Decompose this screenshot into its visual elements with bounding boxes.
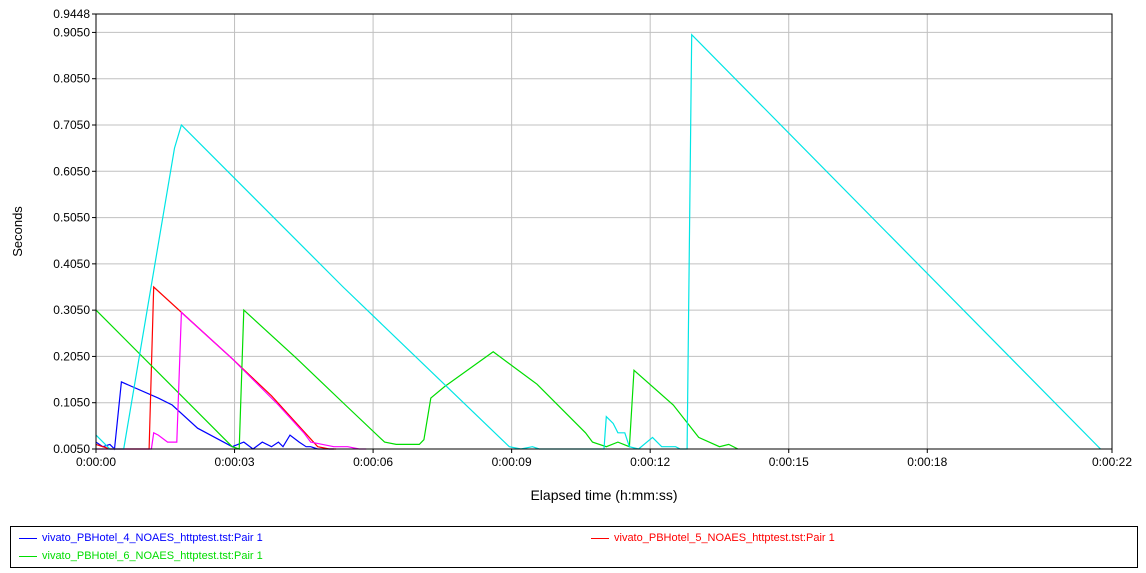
y-tick-label: 0.1050 — [53, 396, 90, 410]
series-line-5 — [95, 33, 1101, 450]
y-tick-label: 0.9448 — [53, 7, 90, 21]
x-tick-label: 0:00:15 — [769, 455, 809, 469]
plot-area — [95, 13, 1113, 450]
legend-label: vivato_PBHotel_4_NOAES_httptest.tst:Pair… — [42, 532, 263, 544]
x-tick-label: 0:00:06 — [353, 455, 393, 469]
line-chart: 0:00:00 0:00:03 0:00:06 0:00:09 0:00:12 0:00:… — [10, 7, 1132, 503]
x-tick-label: 0:00:09 — [492, 455, 532, 469]
legend-swatch — [19, 555, 37, 557]
y-axis-ticks: 0.0050 0.1050 0.2050 0.3050 0.4050 0.5050 0.60… — [53, 7, 96, 456]
x-axis-ticks: 0:00:00 0:00:03 0:00:06 0:00:09 0:00:12 0:00:… — [76, 449, 1132, 469]
y-tick-label: 0.0050 — [53, 442, 90, 456]
legend-label: vivato_PBHotel_5_NOAES_httptest.tst:Pair… — [614, 532, 835, 544]
x-axis-label: Elapsed time (h:mm:ss) — [530, 487, 677, 503]
y-axis-label: Seconds — [10, 206, 25, 257]
series-lines — [95, 33, 1101, 451]
y-tick-label: 0.2050 — [53, 349, 90, 363]
x-tick-label: 0:00:22 — [1092, 455, 1132, 469]
legend-item-series-1: vivato_PBHotel_4_NOAES_httptest.tst:Pair… — [19, 530, 263, 546]
series-line-1 — [95, 381, 334, 451]
x-tick-label: 0:00:18 — [907, 455, 947, 469]
legend-swatch — [591, 537, 609, 539]
y-tick-label: 0.8050 — [53, 72, 90, 86]
series-line-3 — [95, 308, 739, 450]
y-tick-label: 0.3050 — [53, 303, 90, 317]
gridlines — [96, 14, 1112, 449]
legend: vivato_PBHotel_4_NOAES_httptest.tst:Pair… — [10, 526, 1138, 568]
y-tick-label: 0.5050 — [53, 211, 90, 225]
y-tick-label: 0.4050 — [53, 257, 90, 271]
legend-item-series-2: vivato_PBHotel_5_NOAES_httptest.tst:Pair… — [591, 530, 835, 546]
legend-label: vivato_PBHotel_6_NOAES_httptest.tst:Pair… — [42, 550, 263, 562]
x-tick-label: 0:00:12 — [630, 455, 670, 469]
legend-item-series-3: vivato_PBHotel_6_NOAES_httptest.tst:Pair… — [19, 548, 263, 564]
legend-swatch — [19, 537, 37, 539]
y-tick-label: 0.6050 — [53, 164, 90, 178]
y-tick-label: 0.7050 — [53, 118, 90, 132]
x-tick-label: 0:00:03 — [215, 455, 255, 469]
series-line-2 — [95, 285, 337, 450]
series-line-4 — [96, 311, 367, 450]
x-tick-label: 0:00:00 — [76, 455, 116, 469]
y-tick-label: 0.9050 — [53, 25, 90, 39]
